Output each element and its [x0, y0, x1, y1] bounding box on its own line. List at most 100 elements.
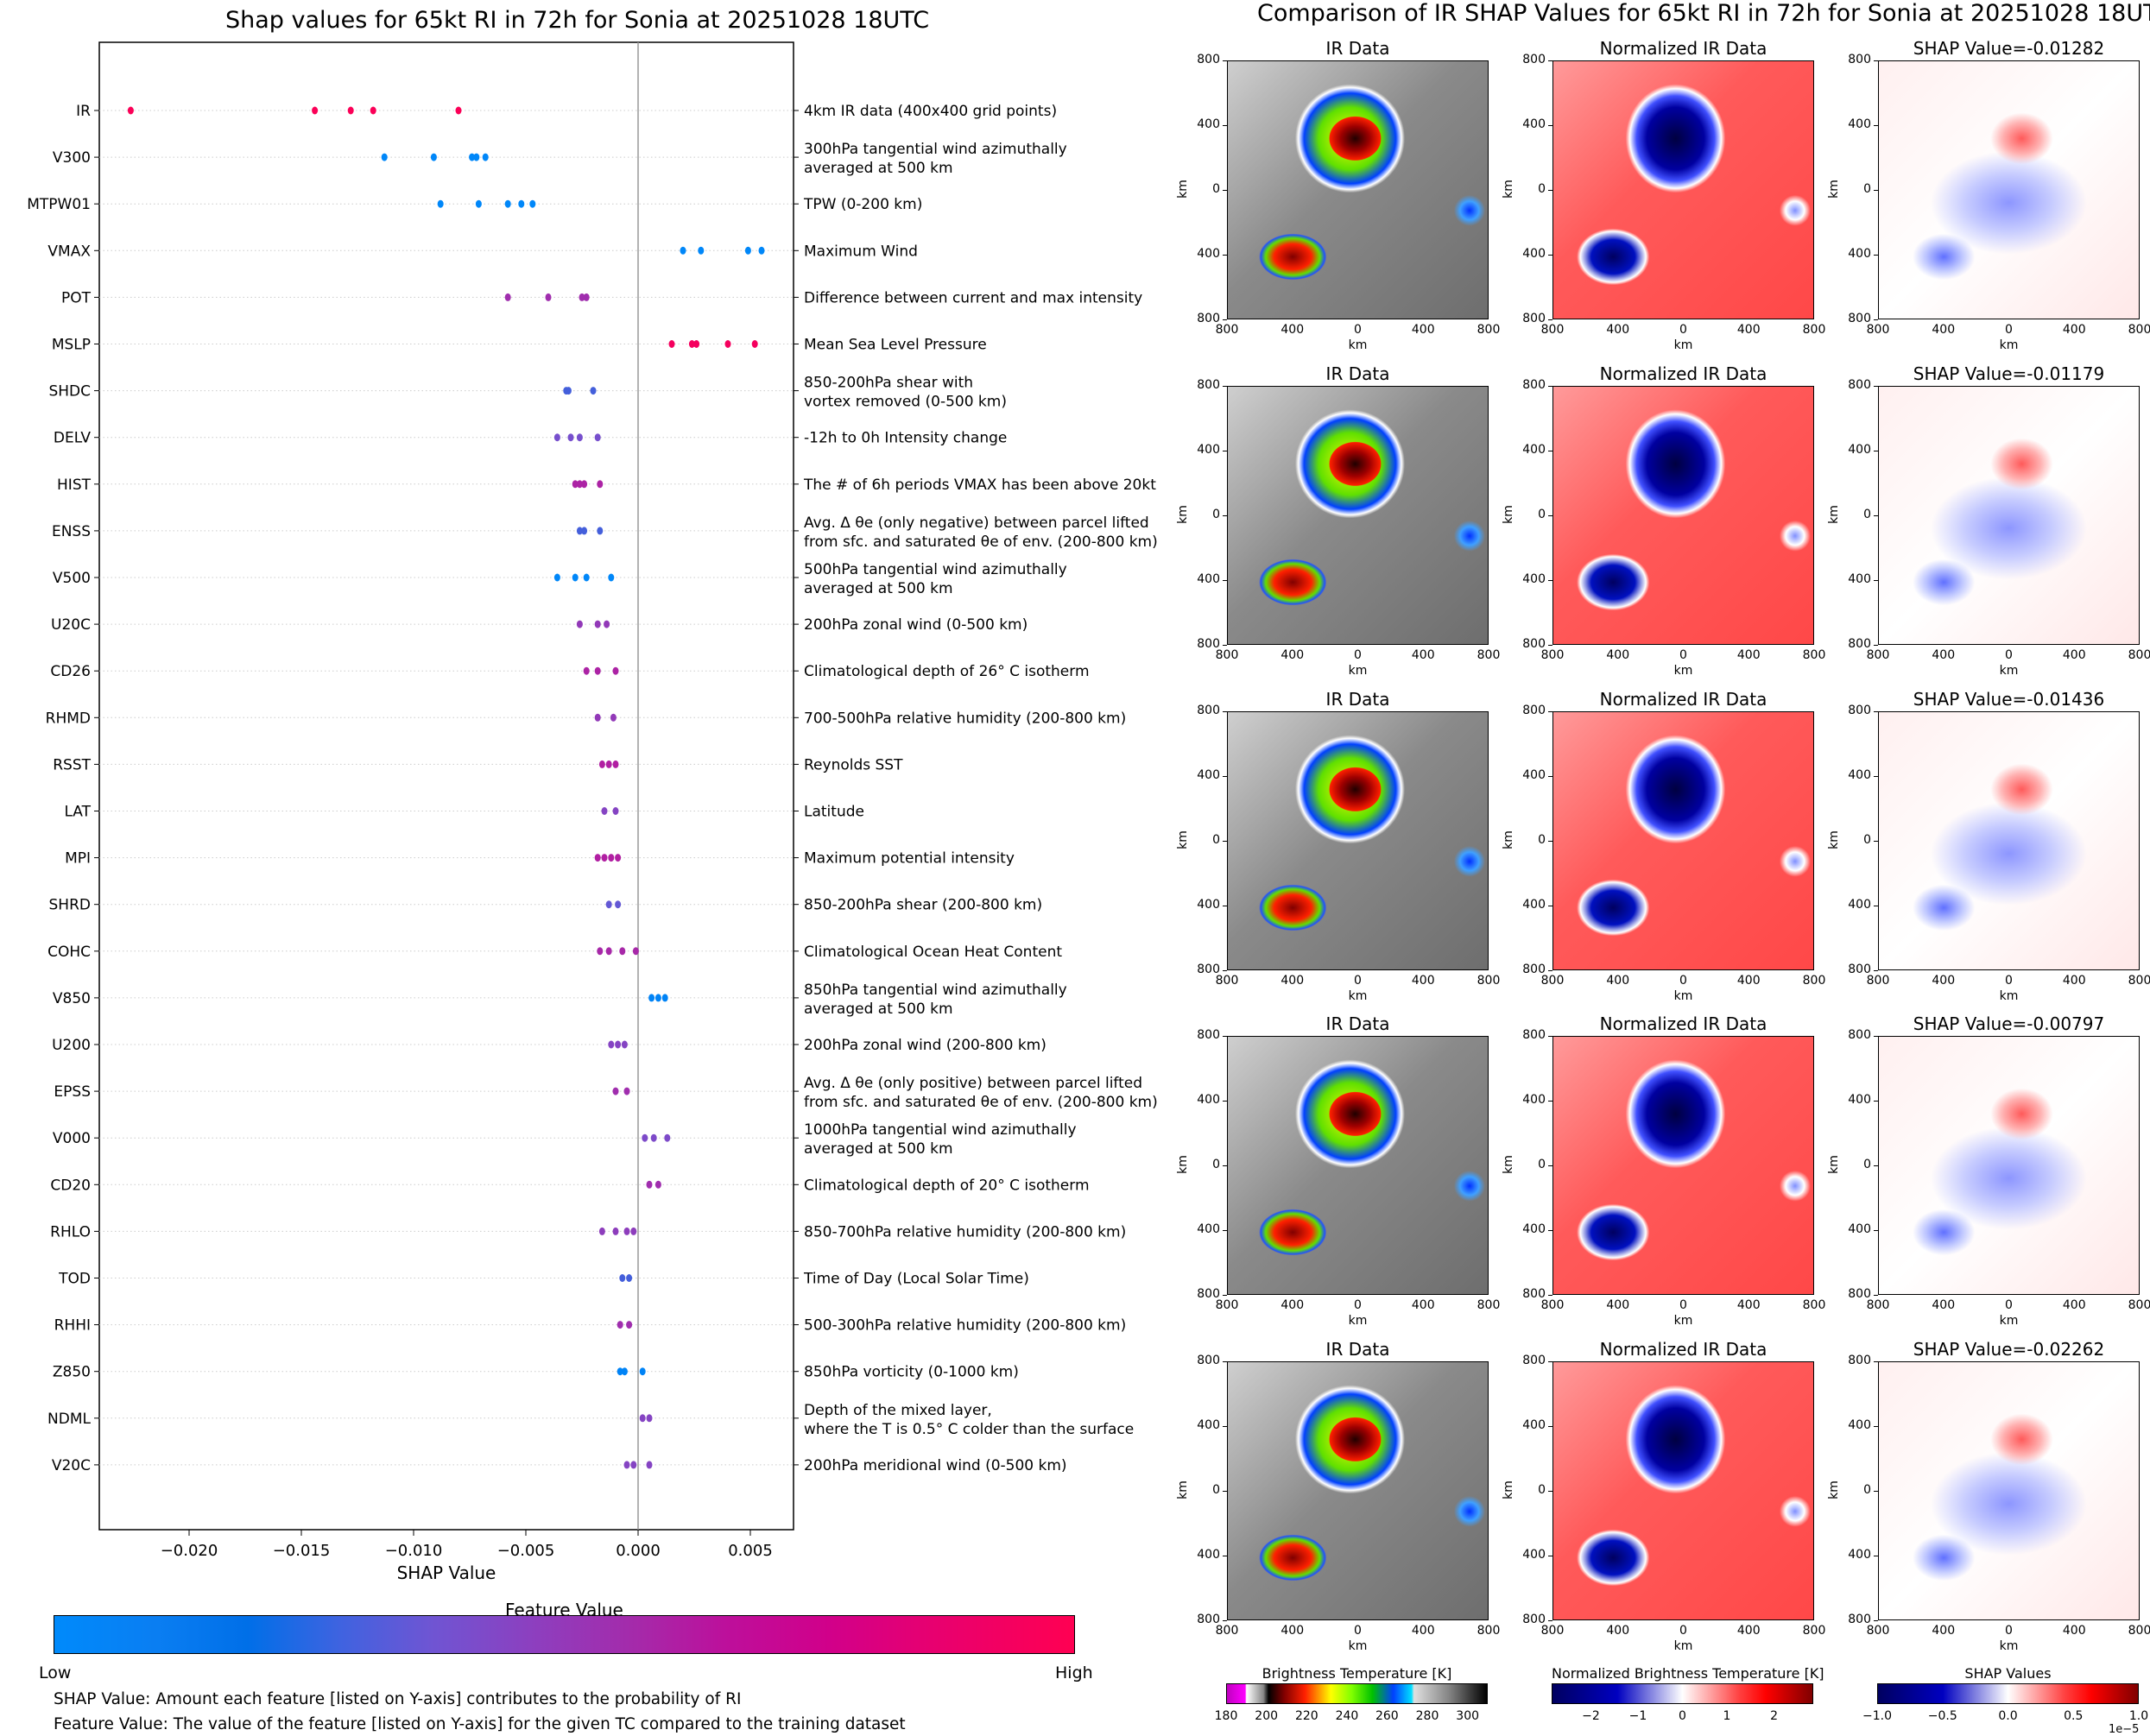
x-tick-label: 400	[1606, 1298, 1630, 1312]
y-tick-label: 0	[1538, 182, 1546, 196]
y-axis-label: km	[1501, 830, 1515, 849]
shap-point	[553, 573, 560, 582]
x-tick-label: 0	[1354, 323, 1362, 337]
x-axis-label: km	[1673, 1639, 1693, 1653]
shap-value-note: SHAP Value: Amount each feature [listed …	[54, 1690, 742, 1708]
ir-panel-title: IR Data	[1325, 1339, 1390, 1360]
shap-point	[612, 666, 619, 675]
y-tick-label: 400	[1197, 443, 1220, 457]
shap-point	[605, 900, 612, 909]
shap-point	[646, 1414, 653, 1423]
shap-point	[664, 1133, 671, 1142]
y-tick-label: 800	[1197, 637, 1220, 651]
y-tick-label: 800	[1522, 1613, 1546, 1626]
y-tick-label: 400	[1522, 443, 1546, 457]
y-tick-label: 400	[1522, 1418, 1546, 1432]
y-tick	[1548, 125, 1552, 126]
x-tick-label: 400	[1736, 1298, 1761, 1312]
feature-description: 4km IR data (400x400 grid points)	[804, 103, 1057, 120]
y-axis-label: km	[1175, 1155, 1190, 1174]
feature-description: Climatological depth of 26° C isotherm	[804, 663, 1090, 680]
y-tick-label: 400	[1522, 117, 1546, 131]
y-tick-label: 800	[1848, 1287, 1871, 1301]
y-tick	[1223, 580, 1227, 581]
y-tick	[1874, 1361, 1878, 1362]
normalized-ir-image	[1552, 711, 1814, 970]
x-tick-label: 400	[1606, 974, 1630, 988]
x-tick-label: 400	[1411, 323, 1435, 337]
colorbar-tick-label: −0.5	[1927, 1709, 1957, 1723]
shap-point	[639, 1367, 646, 1376]
y-tick-label: 800	[1197, 1613, 1220, 1626]
x-tick-label: 800	[1802, 323, 1826, 337]
shap-point	[626, 1274, 633, 1282]
shap-point	[680, 246, 686, 255]
shap-point	[597, 527, 604, 535]
y-tick	[1548, 190, 1552, 191]
x-tick-label: 800	[1477, 1298, 1501, 1312]
x-tick-label: 800	[1866, 1298, 1890, 1312]
shap-point	[654, 1180, 661, 1189]
x-tick-label: 400	[1932, 323, 1956, 337]
shap-map-image	[1878, 60, 2140, 319]
normalized-panel-title: Normalized IR Data	[1599, 363, 1767, 384]
feature-description: where the T is 0.5° C colder than the su…	[804, 1421, 1134, 1438]
feature-description: Climatological Ocean Heat Content	[804, 944, 1062, 961]
shap-point	[576, 433, 583, 442]
y-tick-label: 400	[1522, 247, 1546, 261]
y-tick	[1223, 1036, 1227, 1037]
x-tick-label: 800	[2128, 974, 2150, 988]
y-tick-label: 800	[1522, 704, 1546, 717]
y-tick	[1548, 255, 1552, 256]
x-tick-label: −0.015	[273, 1542, 331, 1560]
shap-point	[604, 620, 610, 628]
feature-description: averaged at 500 km	[804, 1001, 953, 1018]
x-tick-label: 0	[1679, 974, 1687, 988]
y-tick	[1223, 1361, 1227, 1362]
x-tick-label: 800	[1477, 323, 1501, 337]
feature-description: Maximum potential intensity	[804, 850, 1015, 868]
x-tick-label: 400	[1411, 1298, 1435, 1312]
x-axis-label: km	[1348, 989, 1368, 1003]
feature-description: 850hPa vorticity (0-1000 km)	[804, 1364, 1019, 1381]
y-tick-label: 0	[1863, 182, 1871, 196]
ir-image	[1227, 1036, 1489, 1295]
x-tick-label: 800	[1866, 648, 1890, 662]
x-tick-label: 400	[1606, 323, 1630, 337]
shap-point	[469, 153, 476, 161]
y-tick-label: 400	[1197, 247, 1220, 261]
feature-description: TPW (0-200 km)	[803, 196, 922, 213]
shap-point	[642, 1133, 648, 1142]
x-tick-label: 400	[2062, 323, 2086, 337]
x-tick-label: 400	[2062, 1624, 2086, 1638]
shap-point	[615, 1040, 622, 1049]
normalized-ir-image	[1552, 60, 1814, 319]
ir-image	[1227, 1361, 1489, 1620]
x-tick-label: 400	[1281, 1298, 1305, 1312]
shap-point	[594, 854, 601, 862]
shap-point	[482, 153, 489, 161]
plot-frame	[98, 41, 794, 1531]
ir-image	[1227, 711, 1489, 970]
y-tick-label: 400	[1197, 572, 1220, 586]
y-tick	[1223, 1101, 1227, 1102]
shap-point	[617, 1321, 623, 1329]
x-tick-label: 400	[1281, 323, 1305, 337]
y-tick	[1223, 319, 1227, 320]
normalized-ir-image	[1552, 1361, 1814, 1620]
x-tick-label: 800	[2128, 323, 2150, 337]
shap-point	[529, 199, 536, 208]
shap-point	[610, 713, 617, 722]
colorbar-tick-label: 180	[1214, 1709, 1238, 1723]
shap-point	[518, 199, 525, 208]
y-tick	[1548, 711, 1552, 712]
shap-point	[504, 293, 511, 301]
y-tick-label: 400	[1522, 572, 1546, 586]
feature-label: NDML	[47, 1411, 91, 1428]
shap-point	[437, 199, 444, 208]
shap-point	[583, 666, 590, 675]
shap-point	[581, 527, 588, 535]
shap-point	[648, 994, 655, 1002]
y-axis-label: km	[1501, 1480, 1515, 1499]
y-tick	[1874, 711, 1878, 712]
